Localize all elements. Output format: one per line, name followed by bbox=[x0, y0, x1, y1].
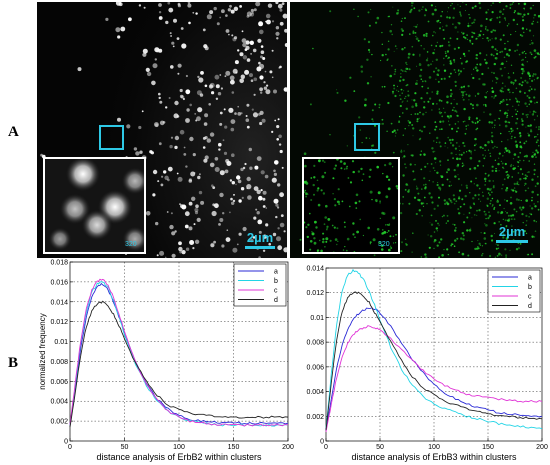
y-tick-label: 0 bbox=[64, 439, 68, 446]
y-tick-label: 0.012 bbox=[306, 290, 324, 297]
y-tick-label: 0.01 bbox=[310, 315, 324, 322]
panel-label-a: A bbox=[8, 124, 19, 140]
scalebar-left: 2µm bbox=[245, 230, 275, 249]
x-tick-label: 100 bbox=[173, 444, 185, 451]
scalebar-left-label: 2µm bbox=[246, 230, 274, 245]
x-tick-label: 0 bbox=[68, 444, 72, 451]
y-tick-label: 0.006 bbox=[306, 364, 324, 371]
series-line-b bbox=[325, 268, 543, 430]
chart-erbb3-svg: 0 50 100 150 200 0 0.002 0.004 0.006 0.008 0.01 0.0… bbox=[306, 266, 548, 463]
y-tick-label: 0.01 bbox=[54, 339, 68, 346]
y-tick-label: 0.008 bbox=[50, 359, 68, 366]
y-tick-label: 0.014 bbox=[50, 299, 68, 306]
chart-erbb2-svg: 0 50 100 150 200 0 0.002 0.004 0.006 0.008 0.01 0.0… bbox=[38, 260, 294, 463]
y-tick-label: 0 bbox=[320, 439, 324, 446]
legend-label-c: c bbox=[528, 294, 532, 301]
y-tick-label: 0.002 bbox=[50, 419, 68, 426]
series-line-c bbox=[325, 325, 543, 433]
speckle-group-right-inset bbox=[304, 159, 398, 252]
scalebar-left-bar bbox=[245, 246, 275, 249]
scalebar-right-bar bbox=[496, 240, 528, 243]
y-axis-label: normalized frequency bbox=[38, 313, 47, 389]
y-tick-label: 0.006 bbox=[50, 379, 68, 386]
x-axis-label: distance analysis of ErbB3 within cluste… bbox=[351, 452, 517, 462]
panel-label-b: B bbox=[8, 355, 19, 371]
micrograph-right: 320 2µm bbox=[290, 2, 540, 258]
y-tick-label: 0.002 bbox=[306, 414, 324, 421]
inset-left-blobs bbox=[45, 159, 144, 252]
series-line-d bbox=[69, 300, 289, 428]
y-tick-label: 0.008 bbox=[306, 340, 324, 347]
series-line-d bbox=[325, 291, 543, 430]
y-tick-label: 0.012 bbox=[50, 319, 68, 326]
series-line-a bbox=[325, 307, 543, 431]
roi-box-right bbox=[354, 123, 380, 151]
x-tick-label: 200 bbox=[282, 444, 294, 451]
scalebar-right: 2µm bbox=[496, 224, 528, 243]
x-tick-label: 150 bbox=[482, 444, 494, 451]
inset-left-scale: 320 bbox=[125, 241, 137, 248]
scalebar-right-label: 2µm bbox=[498, 224, 526, 239]
legend-label-c: c bbox=[274, 288, 278, 295]
x-axis-label: distance analysis of ErbB2 within cluste… bbox=[96, 452, 262, 462]
series-line-a bbox=[69, 282, 289, 426]
y-tick-label: 0.018 bbox=[50, 260, 68, 267]
series-line-c bbox=[69, 278, 289, 427]
chart-erbb3: 0 50 100 150 200 0 0.002 0.004 0.006 0.008 0.01 0.0… bbox=[290, 262, 550, 465]
inset-right-dots bbox=[304, 159, 398, 252]
x-tick-label: 150 bbox=[228, 444, 240, 451]
y-tick-label: 0.014 bbox=[306, 266, 324, 273]
inset-left: 320 bbox=[43, 157, 146, 254]
legend-label-d: d bbox=[528, 303, 532, 310]
chart-erbb2: 0 50 100 150 200 0 0.002 0.004 0.006 0.008 0.01 0.0… bbox=[20, 260, 294, 465]
speckle-group-right bbox=[299, 2, 540, 258]
legend-label-b: b bbox=[528, 284, 532, 291]
x-tick-label: 50 bbox=[121, 444, 129, 451]
x-tick-label: 100 bbox=[428, 444, 440, 451]
x-tick-label: 200 bbox=[536, 444, 548, 451]
legend-label-a: a bbox=[274, 269, 278, 276]
y-tick-label: 0.004 bbox=[306, 389, 324, 396]
y-tick-label: 0.016 bbox=[50, 279, 68, 286]
x-tick-label: 0 bbox=[324, 444, 328, 451]
micrograph-left-dots bbox=[37, 2, 287, 258]
roi-box-left bbox=[99, 125, 124, 150]
inset-right-scale: 320 bbox=[378, 241, 390, 248]
y-tick-label: 0.004 bbox=[50, 399, 68, 406]
inset-right: 320 bbox=[302, 157, 400, 254]
legend-label-b: b bbox=[274, 278, 278, 285]
legend-label-a: a bbox=[528, 275, 532, 282]
x-tick-label: 50 bbox=[376, 444, 384, 451]
legend-label-d: d bbox=[274, 297, 278, 304]
micrograph-left: 320 2µm bbox=[37, 2, 287, 258]
